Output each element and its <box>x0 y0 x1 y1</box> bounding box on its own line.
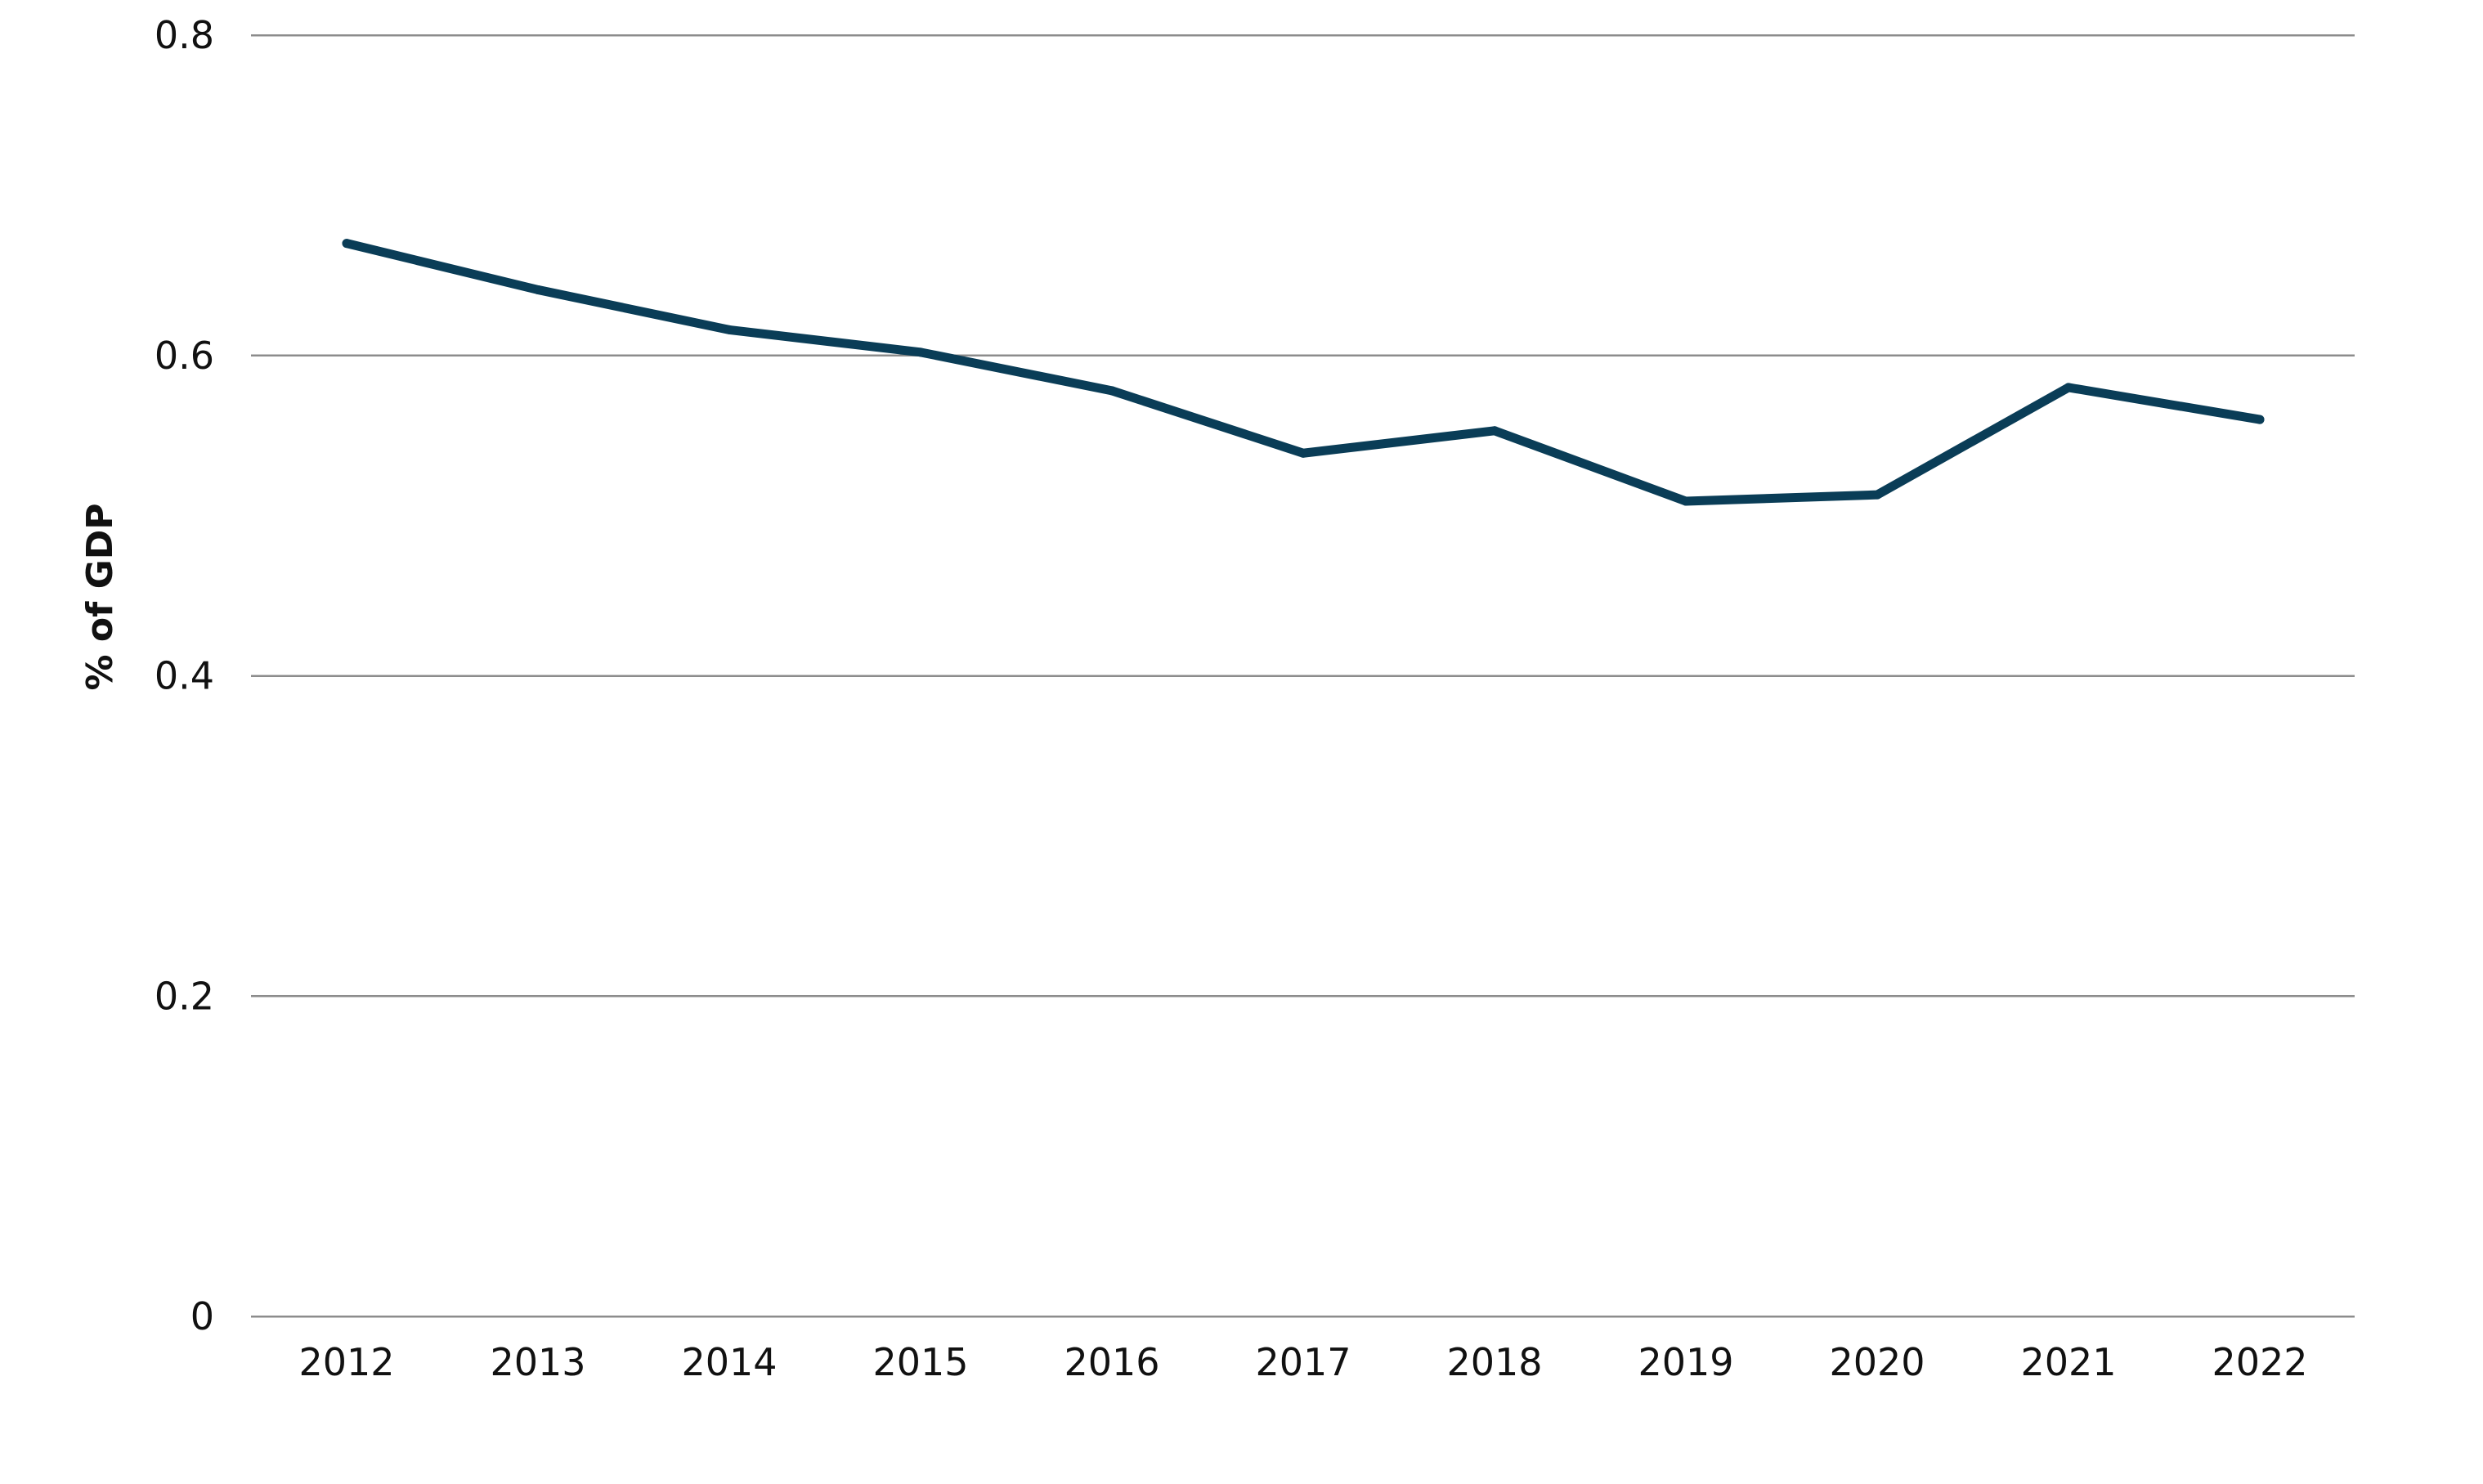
y-tick-label: 0.2 <box>155 974 214 1018</box>
x-tick-labels: 2012 2013 2014 2015 2016 2017 2018 2019 2020 2021… <box>298 1340 2307 1384</box>
x-tick-label: 2014 <box>681 1340 777 1384</box>
x-tick-label: 2021 <box>2020 1340 2116 1384</box>
y-tick-label: 0.4 <box>155 654 214 698</box>
x-tick-label: 2017 <box>1255 1340 1351 1384</box>
data-point-2013 <box>533 285 543 294</box>
data-point-2020 <box>1872 490 1882 500</box>
data-point-2018 <box>1490 426 1499 436</box>
x-tick-label: 2022 <box>2212 1340 2307 1384</box>
series-line <box>342 239 2265 506</box>
data-point-2014 <box>724 325 734 334</box>
x-tick-label: 2019 <box>1638 1340 1733 1384</box>
data-point-2021 <box>2064 383 2073 392</box>
gridlines <box>251 34 2355 1318</box>
y-tick-label: 0.8 <box>155 13 214 57</box>
data-point-2022 <box>2255 415 2265 424</box>
x-tick-label: 2016 <box>1064 1340 1159 1384</box>
x-tick-label: 2020 <box>1829 1340 1925 1384</box>
data-point-2012 <box>342 239 352 249</box>
x-tick-label: 2018 <box>1446 1340 1542 1384</box>
data-point-2017 <box>1298 448 1308 458</box>
series-layer <box>342 239 2265 506</box>
y-tick-labels: 0 0.2 0.4 0.6 0.8 <box>155 13 214 1338</box>
x-tick-label: 2013 <box>490 1340 585 1384</box>
x-tick-label: 2015 <box>872 1340 968 1384</box>
x-tick-label: 2012 <box>298 1340 394 1384</box>
data-point-2015 <box>916 347 926 357</box>
y-tick-label: 0 <box>190 1294 214 1338</box>
y-axis-title: % of GDP <box>79 504 121 691</box>
y-tick-label: 0.6 <box>155 334 214 378</box>
data-point-2016 <box>1107 386 1117 396</box>
data-point-2019 <box>1681 496 1691 506</box>
